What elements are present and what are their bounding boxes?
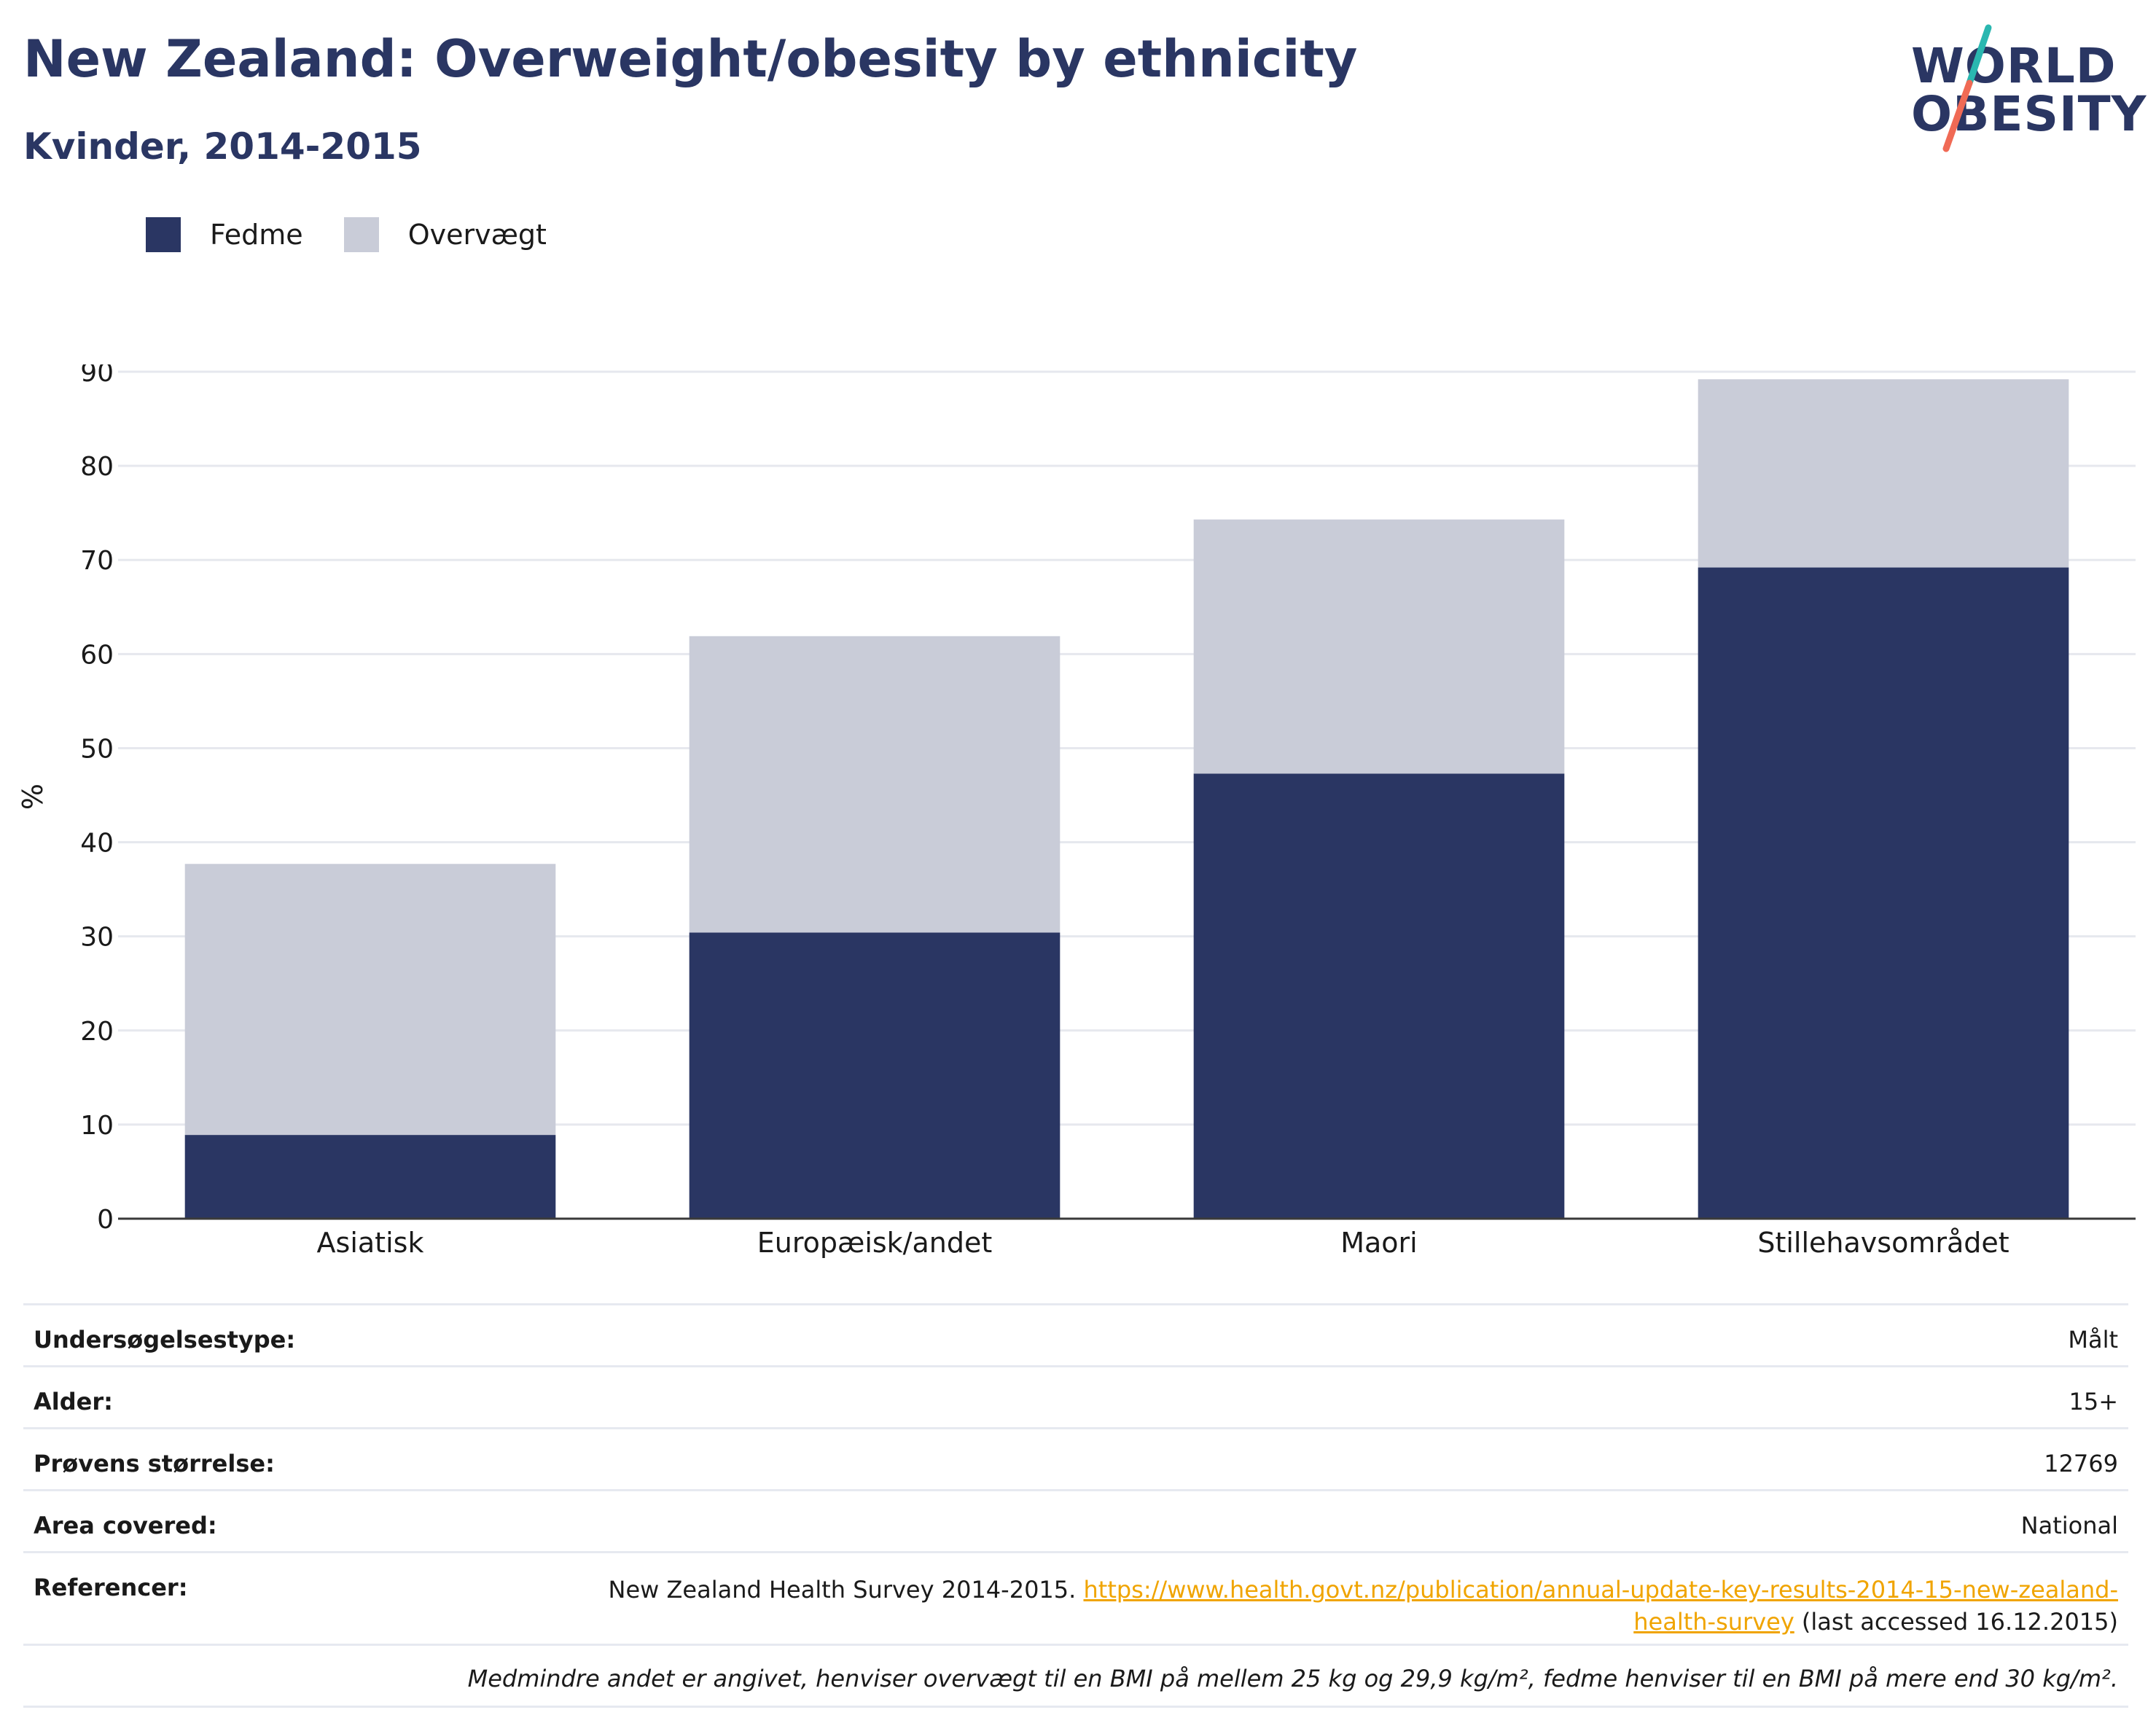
bar-overv-gt-0	[184, 864, 556, 1136]
meta-row-references: Referencer: New Zealand Health Survey 20…	[23, 1551, 2128, 1644]
meta-value: Målt	[2068, 1326, 2118, 1354]
y-axis-title: %	[17, 784, 49, 810]
meta-label: Referencer:	[34, 1574, 188, 1601]
y-tick-label: 80	[80, 452, 114, 482]
chart-legend: Fedme Overvægt	[146, 216, 587, 254]
bar-overv-gt-1	[689, 636, 1061, 933]
meta-row-area: Area covered: National	[23, 1489, 2128, 1551]
y-tick-label: 0	[97, 1205, 114, 1235]
legend-swatch-overvaegt	[343, 217, 379, 252]
bar-overv-gt-3	[1698, 379, 2069, 568]
y-tick-label: 70	[80, 546, 114, 576]
legend-label-fedme: Fedme	[210, 219, 303, 251]
legend-label-overvaegt: Overvægt	[407, 219, 547, 251]
bar-fedme-1	[689, 932, 1061, 1219]
meta-label: Area covered:	[34, 1512, 217, 1539]
meta-label: Alder:	[34, 1388, 113, 1415]
reference-text: New Zealand Health Survey 2014-2015.	[608, 1576, 1084, 1604]
y-tick-label: 20	[80, 1017, 114, 1047]
meta-value: 15+	[2069, 1388, 2118, 1415]
x-tick-label: Maori	[1340, 1227, 1418, 1259]
x-tick-label: Stillehavsområdet	[1757, 1227, 2009, 1259]
reference-link[interactable]: https://www.health.govt.nz/publication/a…	[1083, 1576, 2118, 1636]
meta-value: 12769	[2044, 1450, 2118, 1477]
y-tick-label: 90	[80, 364, 114, 388]
world-obesity-logo: WORLD OBESITY	[1902, 22, 2146, 153]
legend-swatch-fedme	[146, 217, 181, 252]
chart-subtitle: Kvinder, 2014-2015	[23, 125, 422, 168]
legend-item-fedme[interactable]: Fedme	[146, 217, 303, 252]
metadata-table: Undersøgelsestype: Målt Alder: 15+ Prøve…	[23, 1303, 2128, 1708]
y-tick-label: 30	[80, 923, 114, 953]
chart-title: New Zealand: Overweight/obesity by ethni…	[23, 29, 1358, 89]
meta-value: New Zealand Health Survey 2014-2015. htt…	[587, 1574, 2118, 1638]
bar-fedme-0	[184, 1135, 556, 1219]
bar-overv-gt-2	[1193, 519, 1565, 774]
y-tick-label: 10	[80, 1111, 114, 1141]
meta-label: Undersøgelsestype:	[34, 1326, 296, 1354]
stacked-bar-chart: 0 10 20 30 40 50 60 70 80 90% Asiatisk Europæisk/an…	[17, 364, 2136, 1259]
y-tick-label: 60	[80, 640, 114, 670]
meta-row-age: Alder: 15+	[23, 1365, 2128, 1427]
logo-slash-icon	[1942, 24, 1992, 152]
logo-line-1: WORLD	[1911, 38, 2117, 94]
meta-row-sample-size: Prøvens størrelse: 12769	[23, 1427, 2128, 1489]
x-tick-label: Europæisk/andet	[757, 1227, 993, 1259]
x-tick-label: Asiatisk	[317, 1227, 424, 1259]
meta-value: National	[2020, 1512, 2118, 1539]
bar-fedme-3	[1698, 567, 2069, 1219]
meta-label: Prøvens størrelse:	[34, 1450, 275, 1477]
bar-fedme-2	[1193, 773, 1565, 1219]
bmi-footnote: Medmindre andet er angivet, henviser ove…	[23, 1644, 2128, 1708]
legend-item-overvaegt[interactable]: Overvægt	[343, 217, 547, 252]
reference-accessed-text: (last accessed 16.12.2015)	[1794, 1608, 2118, 1636]
y-tick-label: 50	[80, 734, 114, 764]
meta-row-survey-type: Undersøgelsestype: Målt	[23, 1303, 2128, 1365]
y-tick-label: 40	[80, 829, 114, 859]
